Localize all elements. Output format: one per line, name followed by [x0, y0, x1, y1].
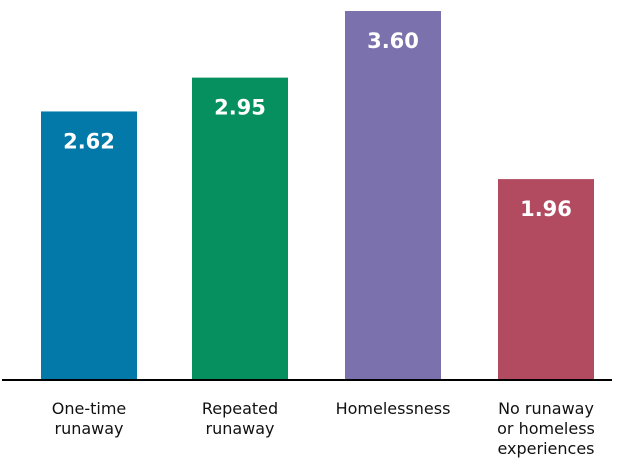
x-tick-label-0-line-0: One-time — [52, 399, 127, 418]
x-tick-label-3-line-1: or homeless — [497, 419, 595, 438]
bar-0 — [41, 111, 137, 380]
x-tick-label-0-line-1: runaway — [54, 419, 123, 438]
bar-value-label-1: 2.95 — [214, 96, 266, 120]
x-tick-label-1-line-0: Repeated — [202, 399, 278, 418]
x-tick-label-1-line-1: runaway — [205, 419, 274, 438]
bar-2 — [345, 11, 441, 380]
x-tick-label-2-line-0: Homelessness — [336, 399, 451, 418]
bar-value-label-0: 2.62 — [63, 129, 115, 153]
bars-group — [41, 11, 594, 380]
labels-group: 2.62One-timerunaway2.95Repeatedrunaway3.… — [52, 29, 595, 458]
bar-value-label-2: 3.60 — [367, 29, 419, 53]
bar-3 — [498, 179, 594, 380]
x-tick-label-3-line-0: No runaway — [498, 399, 594, 418]
x-tick-label-3-line-2: experiences — [497, 439, 594, 458]
bar-value-label-3: 1.96 — [520, 197, 572, 221]
bar-1 — [192, 77, 288, 380]
